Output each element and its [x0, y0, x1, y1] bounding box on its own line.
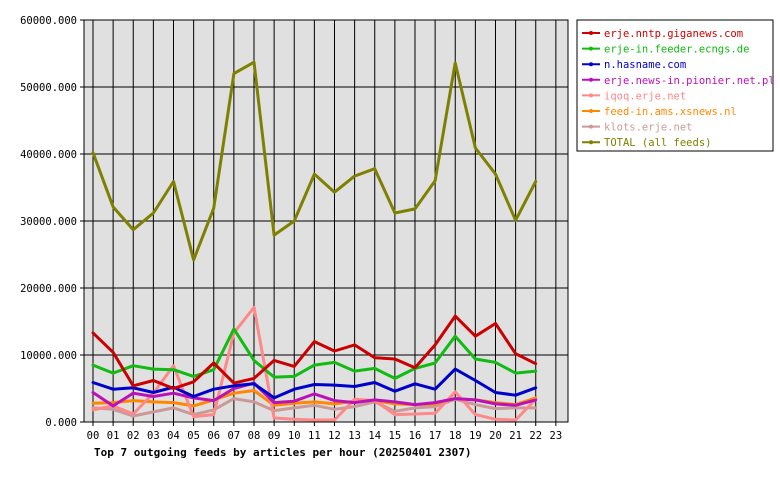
series-line-1	[91, 327, 538, 380]
y-tick-label: 60000.000	[20, 15, 77, 27]
x-tick-label: 15	[389, 430, 402, 442]
x-tick-label: 14	[368, 430, 381, 442]
grid	[84, 19, 568, 423]
x-tick-label: 08	[248, 430, 261, 442]
x-tick-label: 10	[288, 430, 301, 442]
y-tick-label: 30000.000	[20, 216, 77, 228]
x-tick-label: 03	[147, 430, 160, 442]
legend-label: iqoq.erje.net	[604, 90, 686, 102]
x-tick-label: 13	[348, 430, 361, 442]
x-tick-label: 06	[207, 430, 220, 442]
x-tick-label: 04	[167, 430, 180, 442]
legend-label: erje.nntp.giganews.com	[604, 28, 743, 40]
x-tick-label: 07	[228, 430, 241, 442]
legend-marker	[589, 109, 593, 113]
legend-marker	[589, 77, 593, 82]
x-tick-label: 20	[489, 430, 502, 442]
y-tick-label: 20000.000	[20, 283, 77, 295]
legend-marker	[589, 46, 593, 51]
x-tick-labels: 00 01 02 03 04 05 06 07 08 09 10 11 12 13 14 15 16 17 18 19…	[87, 422, 563, 442]
x-tick-label: 02	[127, 430, 140, 442]
y-tick-label: 50000.000	[20, 82, 77, 94]
legend-label: TOTAL (all feeds)	[604, 137, 711, 149]
x-tick-label: 11	[308, 430, 321, 442]
series-line-2	[91, 367, 538, 400]
y-tick-labels: 0.000 10000.000 20000.000 30000.000 40000.00…	[20, 15, 84, 429]
series-layer	[91, 60, 538, 422]
x-tick-label: 22	[529, 430, 542, 442]
legend-marker	[589, 140, 593, 145]
x-tick-label: 12	[328, 430, 341, 442]
legend-marker	[589, 124, 593, 129]
legend-marker	[589, 93, 593, 98]
x-tick-label: 16	[409, 430, 422, 442]
legend-label: erje-in.feeder.ecngs.de	[604, 44, 749, 56]
x-tick-label: 18	[449, 430, 462, 442]
legend-marker	[589, 62, 593, 67]
y-tick-label: 0.000	[45, 417, 77, 429]
legend-label: erje.news-in.pionier.net.pl	[604, 75, 775, 87]
x-tick-label: 09	[268, 430, 281, 442]
series-line-7	[91, 60, 538, 262]
legend-box	[576, 19, 774, 152]
legend-label: klots.erje.net	[604, 122, 693, 134]
legend-label: n.hasname.com	[604, 59, 686, 71]
x-tick-label: 00	[87, 430, 100, 442]
y-tick-label: 10000.000	[20, 350, 77, 362]
x-tick-label: 05	[187, 430, 200, 442]
x-tick-label: 21	[509, 430, 522, 442]
legend-label: feed-in.ams.xsnews.nl	[604, 106, 737, 118]
x-tick-label: 17	[429, 430, 442, 442]
x-tick-label: 23	[550, 430, 563, 442]
chart-title: Top 7 outgoing feeds by articles per hou…	[94, 446, 472, 459]
x-tick-label: 19	[469, 430, 482, 442]
legend: erje.nntp.giganews.com erje-in.feeder.ecn…	[576, 19, 775, 152]
legend-marker	[589, 31, 593, 35]
x-tick-label: 01	[107, 430, 120, 442]
y-tick-label: 40000.000	[20, 149, 77, 161]
series-line-0	[91, 314, 538, 390]
series-line-3	[91, 381, 538, 408]
